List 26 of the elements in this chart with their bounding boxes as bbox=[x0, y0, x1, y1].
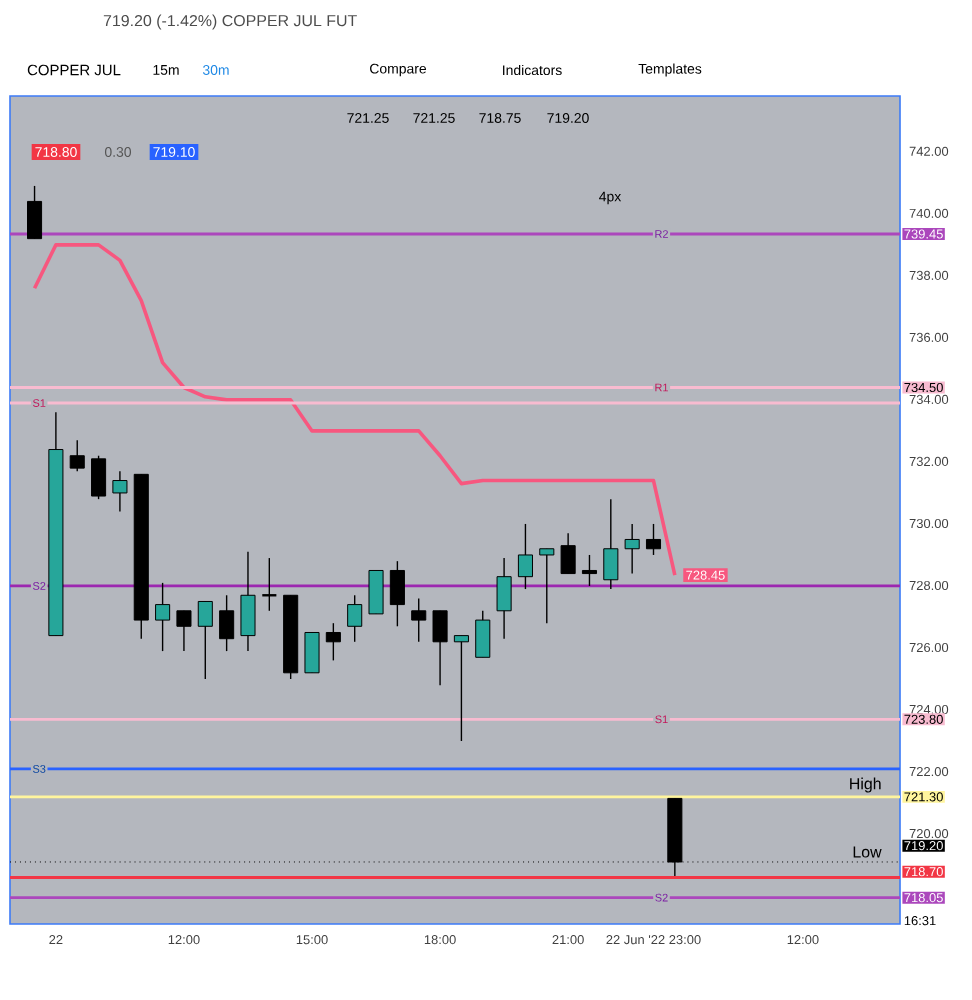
candlestick bbox=[197, 600, 213, 680]
candlestick bbox=[347, 594, 363, 643]
candlestick bbox=[27, 185, 43, 240]
candlestick bbox=[645, 523, 662, 556]
candlestick bbox=[69, 439, 85, 472]
candlestick bbox=[304, 631, 320, 674]
candlestick bbox=[112, 470, 128, 513]
candlestick bbox=[176, 610, 192, 652]
candlestick bbox=[453, 634, 469, 742]
candlestick bbox=[603, 498, 619, 590]
candlestick bbox=[389, 560, 405, 627]
candlestick bbox=[368, 569, 384, 615]
candlestick bbox=[539, 548, 555, 624]
candlestick bbox=[240, 551, 256, 652]
candlestick bbox=[219, 594, 235, 652]
candlestick bbox=[411, 597, 427, 643]
candlestick bbox=[517, 523, 533, 590]
candlestick bbox=[325, 622, 341, 662]
candlestick bbox=[496, 557, 512, 640]
candlestick bbox=[475, 610, 491, 658]
candlestick bbox=[624, 523, 640, 575]
candlestick bbox=[91, 455, 107, 500]
candlestick bbox=[432, 610, 448, 686]
candlestick bbox=[155, 582, 171, 652]
candlestick bbox=[560, 532, 576, 575]
candlestick bbox=[581, 554, 598, 587]
